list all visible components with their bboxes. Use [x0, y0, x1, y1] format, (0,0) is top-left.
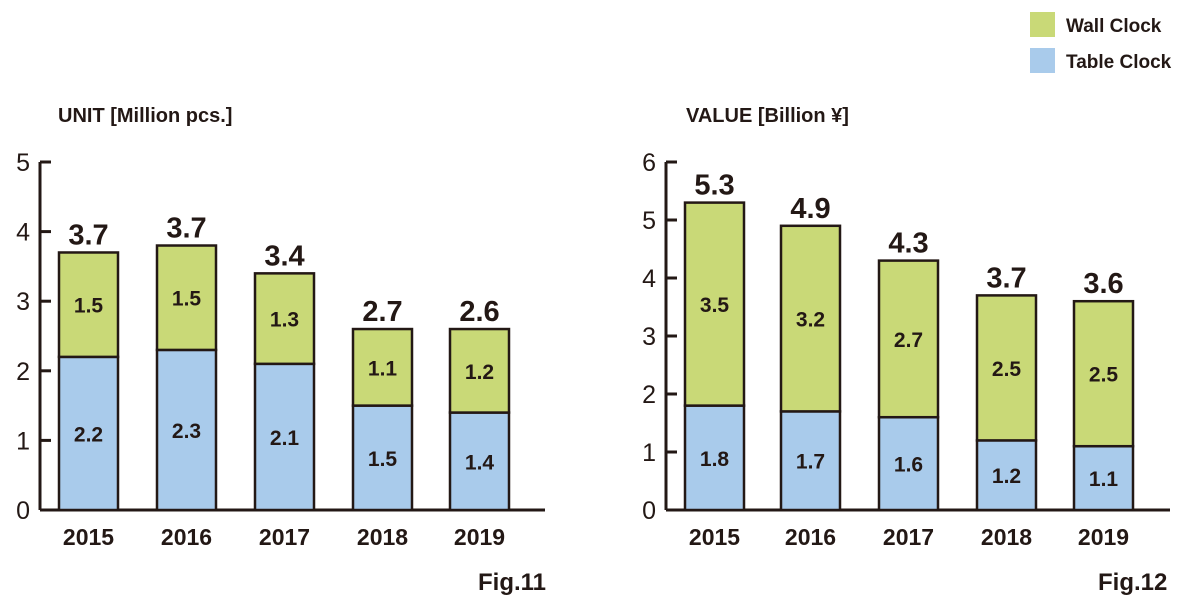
y-tick-label: 2 [16, 358, 30, 386]
bar-table-clock [253, 362, 316, 512]
x-tick-label: 2016 [785, 524, 836, 550]
data-label: 2.5 [992, 358, 1022, 381]
total-label: 3.7 [68, 219, 108, 251]
y-tick-label: 4 [16, 219, 30, 247]
data-label: 1.2 [465, 361, 494, 384]
data-label: 2.7 [894, 329, 923, 352]
bar-table-clock [779, 410, 842, 512]
y-tick-label: 6 [642, 149, 656, 177]
bar-table-clock [155, 348, 218, 512]
legend-label-1: Table Clock [1066, 52, 1172, 73]
data-label: 1.6 [894, 454, 923, 477]
data-label: 3.2 [796, 309, 825, 332]
total-label: 5.3 [694, 170, 734, 202]
x-tick-label: 2015 [63, 524, 114, 550]
bar-table-clock [1072, 444, 1135, 512]
x-tick-label: 2015 [689, 524, 740, 550]
bar-table-clock [877, 415, 940, 512]
y-tick-label: 3 [642, 323, 656, 351]
data-label: 3.5 [700, 294, 730, 317]
bar-table-clock [448, 411, 511, 512]
total-label: 2.6 [459, 296, 499, 328]
bar-wall-clock [779, 224, 842, 413]
x-tick-label: 2017 [259, 524, 310, 550]
figure-label: Fig.12 [1098, 569, 1167, 596]
total-label: 3.6 [1083, 268, 1123, 300]
x-tick-label: 2017 [883, 524, 934, 550]
chart-title: UNIT [Million pcs.] [58, 105, 232, 127]
data-label: 2.3 [172, 420, 201, 443]
bar-wall-clock [683, 201, 746, 407]
y-tick-label: 0 [16, 497, 30, 525]
data-label: 1.2 [992, 465, 1021, 488]
total-label: 4.9 [790, 193, 830, 225]
total-label: 3.4 [264, 240, 304, 272]
bar-table-clock [975, 439, 1038, 512]
bar-wall-clock [877, 259, 940, 419]
x-tick-label: 2016 [161, 524, 212, 550]
data-label: 1.1 [368, 357, 398, 380]
bar-table-clock [57, 355, 120, 512]
data-label: 1.8 [700, 448, 730, 471]
bar-wall-clock [253, 272, 316, 366]
y-tick-label: 5 [16, 149, 30, 177]
total-label: 3.7 [986, 262, 1026, 294]
y-tick-label: 1 [642, 439, 656, 467]
legend-swatch-0 [1030, 12, 1055, 37]
legend-swatch-1 [1030, 48, 1055, 73]
x-tick-label: 2018 [357, 524, 408, 550]
bar-wall-clock [448, 327, 511, 414]
data-label: 1.3 [270, 309, 299, 332]
y-tick-label: 4 [642, 265, 656, 293]
y-tick-label: 0 [642, 497, 656, 525]
y-tick-label: 5 [642, 207, 656, 235]
y-tick-label: 2 [642, 381, 656, 409]
bar-wall-clock [351, 327, 414, 407]
chart-title: VALUE [Billion ¥] [686, 105, 849, 127]
data-label: 2.5 [1089, 364, 1119, 387]
y-tick-label: 3 [16, 288, 30, 316]
bar-wall-clock [57, 251, 120, 359]
x-tick-label: 2019 [454, 524, 505, 550]
total-label: 4.3 [888, 228, 928, 260]
figure-label: Fig.11 [478, 569, 546, 596]
bar-wall-clock [1072, 299, 1135, 448]
data-label: 1.1 [1089, 468, 1119, 491]
data-label: 1.7 [796, 451, 825, 474]
x-tick-label: 2018 [981, 524, 1032, 550]
data-label: 2.1 [270, 427, 300, 450]
total-label: 2.7 [362, 296, 402, 328]
legend-label-0: Wall Clock [1066, 16, 1162, 37]
y-tick-label: 1 [16, 427, 30, 455]
data-label: 1.5 [368, 448, 398, 471]
x-tick-label: 2019 [1078, 524, 1129, 550]
bar-wall-clock [155, 244, 218, 352]
data-label: 1.5 [172, 288, 202, 311]
bar-wall-clock [975, 294, 1038, 442]
data-label: 1.5 [74, 295, 104, 318]
data-label: 1.4 [465, 451, 495, 474]
data-label: 2.2 [74, 423, 103, 446]
total-label: 3.7 [166, 213, 206, 245]
